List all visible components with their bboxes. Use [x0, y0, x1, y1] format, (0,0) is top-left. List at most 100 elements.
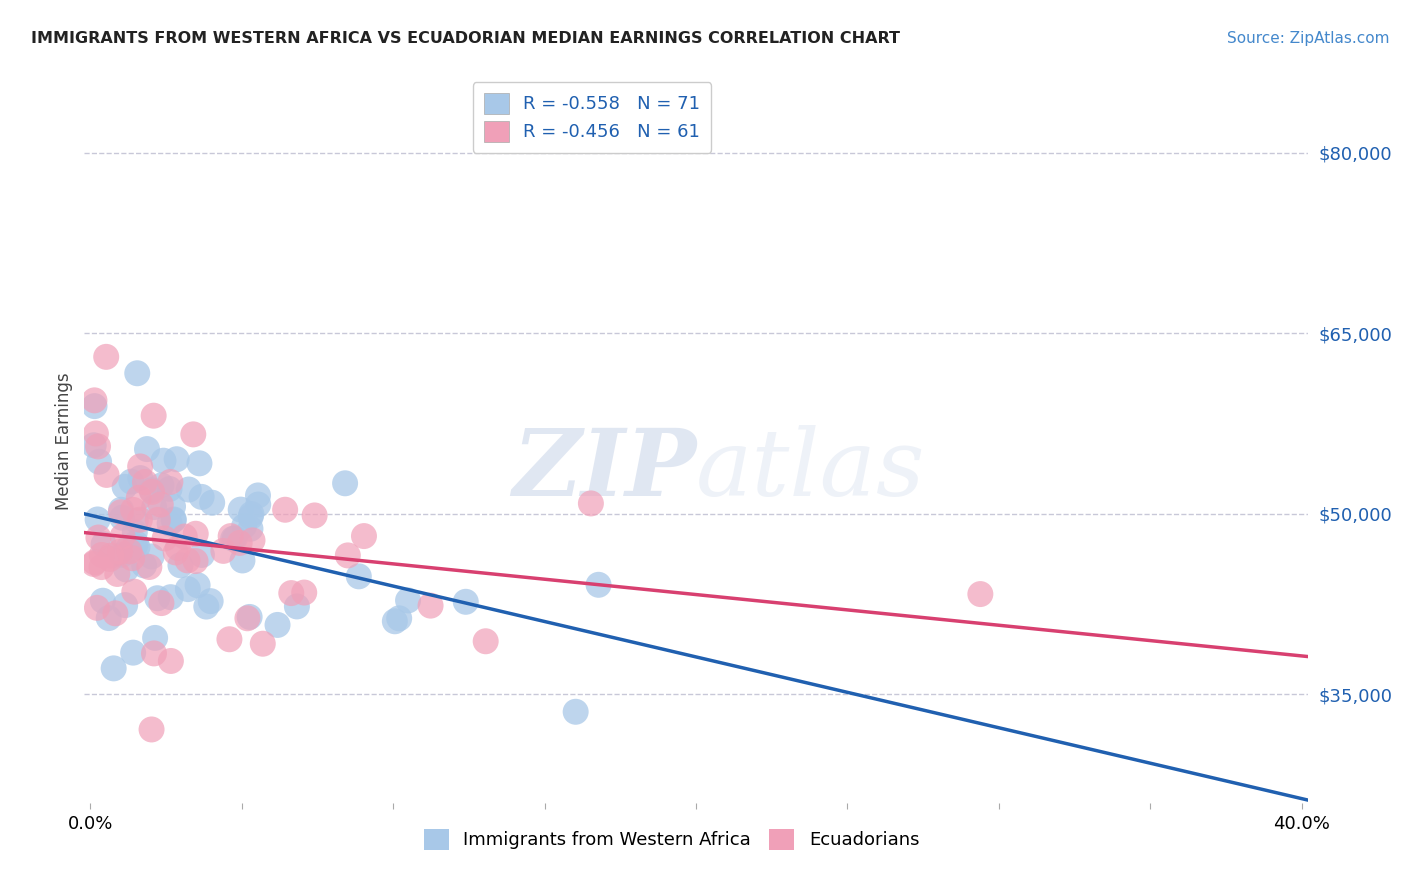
Point	[176, 553, 198, 567]
Point	[212, 544, 235, 558]
Point	[304, 508, 326, 523]
Point	[129, 471, 152, 485]
Point	[125, 514, 148, 528]
Point	[280, 586, 302, 600]
Point	[124, 525, 146, 540]
Point	[353, 529, 375, 543]
Point	[233, 519, 256, 533]
Point	[134, 558, 156, 573]
Point	[87, 439, 110, 453]
Point	[419, 599, 441, 613]
Point	[122, 503, 145, 517]
Point	[236, 611, 259, 625]
Point	[127, 540, 149, 554]
Point	[129, 459, 152, 474]
Point	[274, 502, 297, 516]
Point	[114, 598, 136, 612]
Text: Source: ZipAtlas.com: Source: ZipAtlas.com	[1226, 31, 1389, 46]
Point	[150, 478, 173, 492]
Y-axis label: Median Earnings: Median Earnings	[55, 373, 73, 510]
Point	[222, 532, 245, 546]
Point	[83, 438, 105, 452]
Point	[115, 562, 138, 576]
Point	[159, 482, 181, 496]
Point	[159, 516, 181, 531]
Point	[184, 526, 207, 541]
Point	[108, 544, 131, 558]
Point	[163, 512, 186, 526]
Point	[110, 505, 132, 519]
Point	[103, 661, 125, 675]
Point	[97, 611, 120, 625]
Point	[91, 593, 114, 607]
Point	[969, 587, 991, 601]
Point	[111, 548, 134, 562]
Point	[138, 560, 160, 574]
Point	[93, 537, 115, 551]
Point	[454, 595, 477, 609]
Point	[231, 553, 253, 567]
Point	[166, 541, 188, 555]
Point	[104, 607, 127, 621]
Point	[120, 475, 142, 489]
Legend: Immigrants from Western Africa, Ecuadorians: Immigrants from Western Africa, Ecuadori…	[415, 820, 928, 859]
Point	[127, 366, 149, 380]
Point	[153, 532, 176, 546]
Point	[117, 541, 139, 556]
Point	[146, 591, 169, 606]
Point	[100, 549, 122, 563]
Point	[188, 456, 211, 470]
Point	[128, 491, 150, 505]
Point	[200, 594, 222, 608]
Point	[105, 566, 128, 581]
Point	[84, 426, 107, 441]
Point	[150, 596, 173, 610]
Point	[149, 498, 172, 512]
Point	[246, 488, 269, 502]
Text: ZIP: ZIP	[512, 425, 696, 516]
Point	[96, 467, 118, 482]
Point	[564, 705, 586, 719]
Point	[160, 654, 183, 668]
Point	[177, 483, 200, 497]
Point	[136, 442, 159, 456]
Point	[190, 490, 212, 504]
Point	[125, 536, 148, 550]
Point	[143, 631, 166, 645]
Point	[588, 578, 610, 592]
Point	[396, 593, 419, 607]
Point	[285, 599, 308, 614]
Point	[124, 584, 146, 599]
Point	[219, 529, 242, 543]
Point	[169, 558, 191, 573]
Point	[242, 533, 264, 548]
Point	[347, 569, 370, 583]
Point	[141, 549, 163, 564]
Point	[181, 427, 204, 442]
Point	[195, 599, 218, 614]
Point	[173, 529, 195, 543]
Point	[142, 409, 165, 423]
Point	[239, 522, 262, 536]
Point	[388, 611, 411, 625]
Point	[239, 510, 262, 524]
Point	[166, 452, 188, 467]
Point	[229, 502, 252, 516]
Point	[474, 634, 496, 648]
Point	[187, 578, 209, 592]
Point	[239, 610, 262, 624]
Point	[128, 513, 150, 527]
Point	[201, 496, 224, 510]
Point	[83, 555, 105, 569]
Point	[87, 455, 110, 469]
Point	[146, 513, 169, 527]
Point	[111, 510, 134, 524]
Point	[384, 614, 406, 628]
Point	[152, 453, 174, 467]
Point	[90, 560, 112, 574]
Point	[218, 632, 240, 647]
Point	[165, 545, 187, 559]
Point	[191, 548, 214, 562]
Point	[98, 552, 121, 566]
Point	[162, 513, 184, 527]
